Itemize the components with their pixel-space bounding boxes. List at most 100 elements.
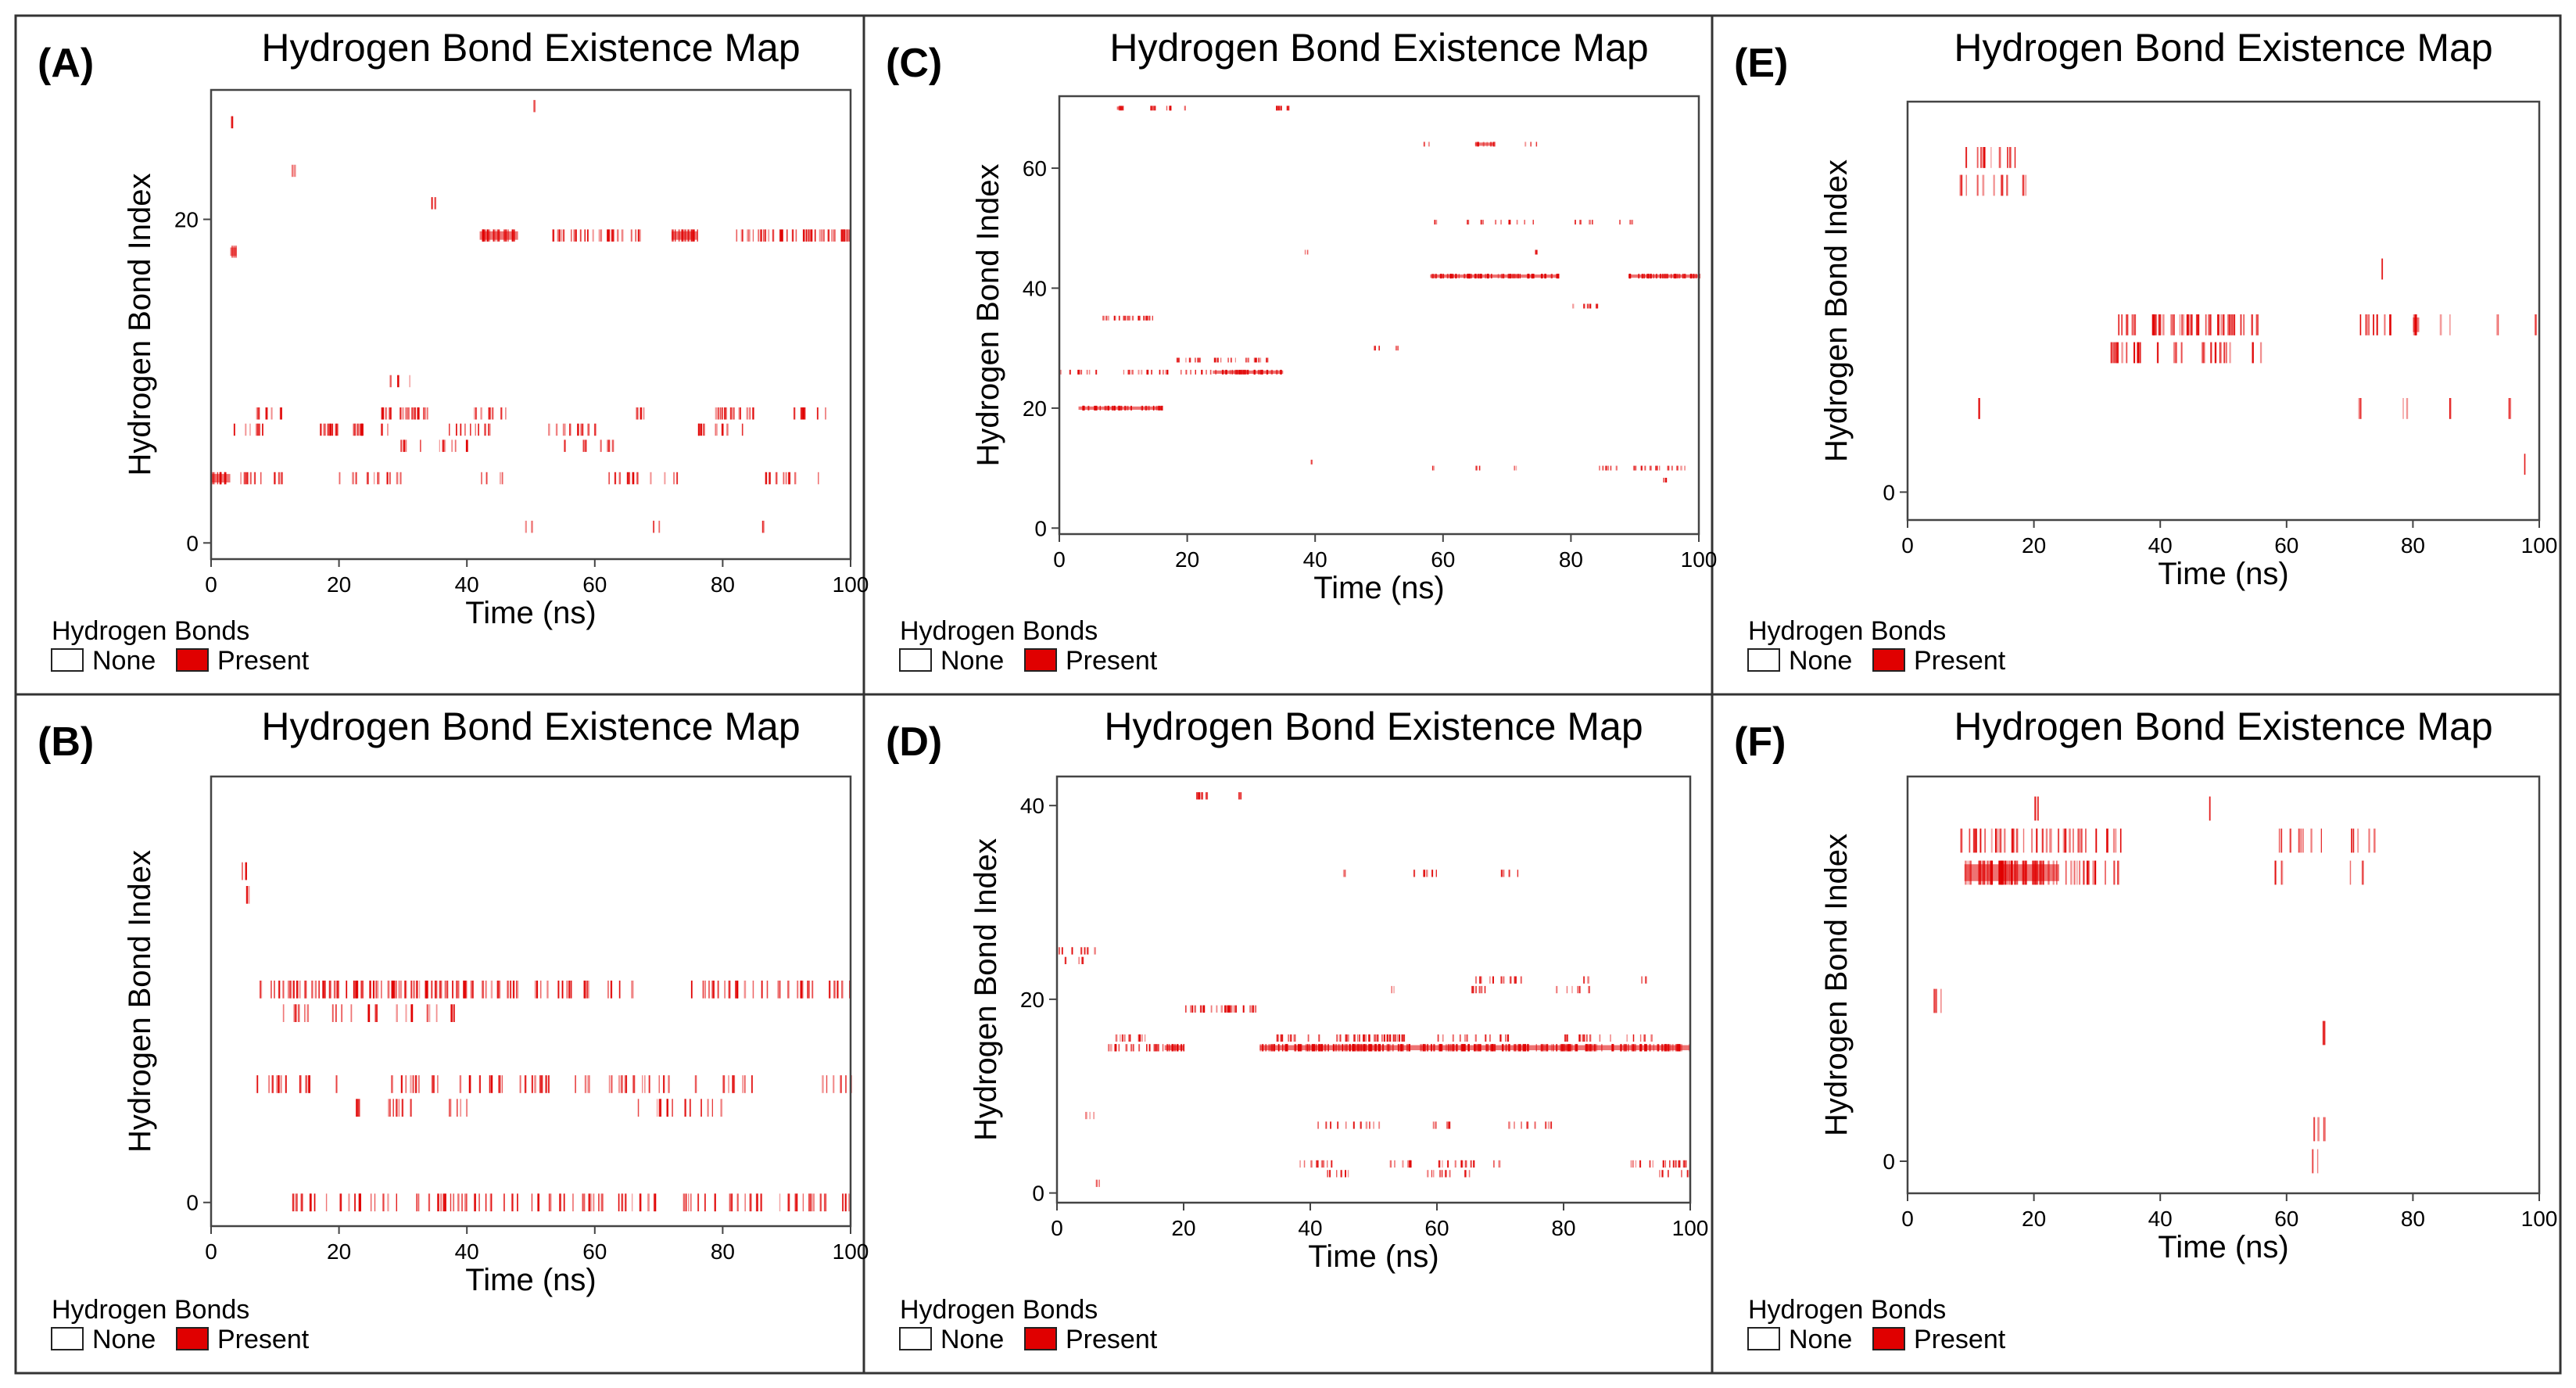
hbond-mark (2069, 828, 2071, 853)
plot-area (1057, 776, 1690, 1203)
hbond-mark (2205, 314, 2207, 335)
hbond-mark (2121, 314, 2123, 335)
hbond-mark (557, 981, 560, 999)
hbond-mark (490, 1193, 493, 1212)
hbond-mark (728, 981, 731, 999)
plot-area (1059, 96, 1699, 534)
panel-label: (B) (38, 719, 94, 765)
hbond-mark (475, 423, 476, 436)
x-tick-label: 60 (582, 1239, 607, 1264)
hbond-mark (811, 229, 813, 242)
hbond-mark (800, 981, 803, 999)
hbond-mark (1059, 947, 1060, 955)
y-axis-label: Hydrogen Bond Index (123, 850, 157, 1153)
hbond-mark (348, 1193, 350, 1212)
hbond-mark (1686, 1170, 1689, 1178)
hbond-mark (375, 981, 378, 999)
hbond-mark (461, 1193, 464, 1212)
hbond-mark (1639, 1034, 1642, 1042)
hbond-mark (1139, 315, 1141, 321)
chart-title: Hydrogen Bond Existence Map (261, 705, 800, 748)
hbond-mark (2022, 828, 2025, 853)
hbond-mark (425, 981, 427, 999)
hbond-mark (787, 981, 790, 999)
hbond-mark (356, 423, 359, 436)
hbond-mark (2179, 314, 2181, 335)
hbond-mark (516, 981, 518, 999)
hbond-mark (2223, 314, 2225, 335)
hbond-mark (291, 164, 294, 178)
legend-label-none: None (1789, 646, 1852, 676)
hbond-mark (1080, 369, 1083, 375)
hbond-mark (731, 1193, 733, 1212)
hbond-mark (1190, 1005, 1191, 1013)
hbond-mark (822, 1075, 824, 1093)
hbond-mark (587, 229, 589, 242)
hbond-mark (593, 423, 597, 436)
hbond-mark (1190, 369, 1191, 375)
hbond-mark (2008, 147, 2012, 168)
hbond-row (1342, 870, 1519, 877)
y-tick-label: 40 (1020, 794, 1044, 818)
hbond-mark (1317, 1160, 1319, 1168)
hbond-row (1965, 147, 2016, 168)
hbond-mark (794, 472, 797, 485)
hbond-mark (2156, 342, 2159, 364)
hbond-mark (643, 407, 645, 420)
hbond-mark (729, 1193, 732, 1212)
hbond-mark (2080, 828, 2083, 853)
hbond-mark (417, 407, 420, 420)
hbond-mark (1317, 1121, 1319, 1129)
hbond-mark (389, 1099, 391, 1117)
hbond-mark (1306, 249, 1309, 255)
hbond-mark (1632, 220, 1633, 225)
hbond-mark (583, 981, 586, 999)
hbond-mark (1933, 988, 1936, 1013)
hbond-mark (1959, 174, 1961, 196)
hbond-mark (1078, 369, 1080, 375)
hbond-mark (779, 229, 781, 242)
x-tick-label: 60 (1431, 547, 1455, 572)
hbond-mark (517, 1193, 518, 1212)
hbond-mark (1480, 976, 1482, 984)
hbond-mark (274, 472, 275, 485)
x-tick-label: 40 (2148, 533, 2173, 558)
hbond-mark (621, 1075, 623, 1093)
hbond-mark (1667, 465, 1670, 471)
hbond-mark (537, 1193, 540, 1212)
hbond-mark (1393, 985, 1395, 994)
hbond-mark (302, 1193, 303, 1212)
hbond-mark (1499, 1034, 1502, 1042)
legend-swatch-present (1872, 1327, 1905, 1350)
x-tick-label: 80 (1551, 1216, 1575, 1240)
x-tick-label: 0 (1053, 547, 1066, 572)
legend-label-present: Present (1066, 646, 1158, 676)
hbond-mark (653, 520, 655, 533)
hbond-mark (336, 423, 339, 436)
hbond-mark (374, 1004, 376, 1022)
hbond-mark (1365, 1034, 1367, 1042)
hbond-mark (305, 1075, 308, 1093)
hbond-mark (581, 423, 584, 436)
hbond-mark (575, 1075, 576, 1093)
legend-swatch-present (176, 1327, 209, 1350)
hbond-mark (1227, 1005, 1230, 1013)
hbond-mark (324, 423, 326, 436)
hbond-mark (2252, 342, 2254, 364)
hbond-mark (1432, 1121, 1435, 1129)
hbond-mark (1466, 1034, 1468, 1042)
hbond-row (1310, 459, 1313, 464)
hbond-mark (1507, 1034, 1510, 1042)
hbond-mark (1281, 1034, 1284, 1042)
hbond-mark (499, 981, 500, 999)
hbond-mark (304, 981, 307, 999)
hbond-mark (1990, 828, 1993, 853)
hbond-mark (1094, 947, 1096, 955)
hbond-mark (1185, 357, 1187, 363)
hbond-mark (1468, 1170, 1471, 1178)
legend-label-present: Present (217, 646, 310, 676)
hbond-mark (807, 981, 809, 999)
x-tick-label: 20 (2022, 1207, 2046, 1231)
hbond-mark (1588, 985, 1590, 994)
hbond-mark (314, 981, 317, 999)
